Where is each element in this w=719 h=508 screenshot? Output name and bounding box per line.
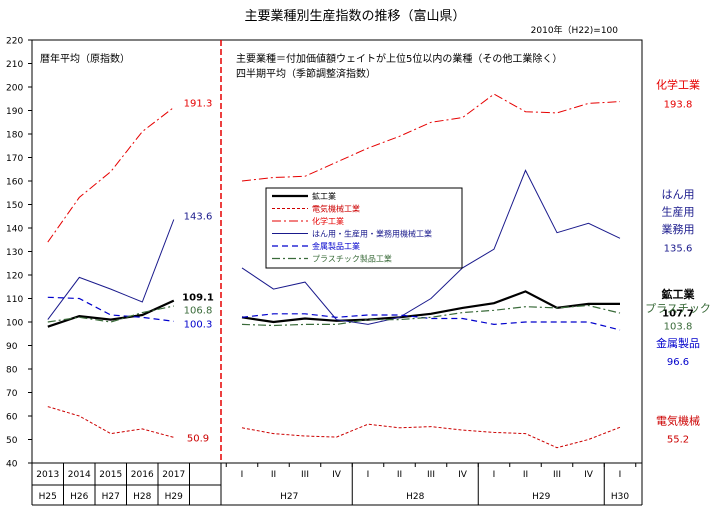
- x-category-label: 2016: [131, 470, 154, 480]
- x-year-label: H29: [532, 492, 550, 502]
- y-tick-label: 90: [6, 342, 18, 352]
- series-quarterly-line: [241, 93, 621, 182]
- y-tick-label: 80: [6, 366, 18, 376]
- right-series-label: 業務用: [662, 222, 695, 236]
- y-tick-label: 60: [6, 413, 18, 423]
- y-tick-label: 70: [6, 389, 18, 399]
- y-tick-label: 100: [6, 319, 23, 329]
- legend-label: プラスチック製品工業: [312, 254, 392, 264]
- legend-box: [265, 187, 463, 269]
- x-subcategory-label: H26: [70, 492, 88, 502]
- x-category-label: 2013: [36, 470, 59, 480]
- legend-label: 電気機械工業: [312, 204, 360, 214]
- series-annual-line: [47, 219, 175, 320]
- right-value-label: 193.8: [664, 99, 693, 110]
- y-tick-label: 120: [6, 272, 23, 282]
- right-panel-note-1: 主要業種＝付加価値額ウェイトが上位5位以内の業種（その他工業除く）: [236, 52, 562, 65]
- value-labels: 109.1 鉱工業 107.7 50.9 電気機械 55.2 191.3 化学工業 193.8 1…: [182, 78, 711, 446]
- series-quarterly-line: [241, 313, 621, 331]
- x-quarter-label: II: [523, 470, 528, 480]
- right-value-label: 55.2: [667, 434, 689, 445]
- x-quarter-label: II: [271, 470, 276, 480]
- series-annual-line: [47, 107, 175, 243]
- x-quarter-label: I: [241, 470, 244, 480]
- x-year-label: H28: [406, 492, 424, 502]
- annual-value-label: 143.6: [184, 211, 213, 222]
- x-quarter-label: I: [619, 470, 622, 480]
- right-value-label: 96.6: [667, 357, 689, 368]
- y-tick-label: 190: [6, 107, 23, 117]
- series-quarterly-line: [241, 423, 621, 449]
- y-tick-label: 150: [6, 201, 23, 211]
- legend-label: 化学工業: [312, 216, 344, 226]
- x-subcategory-label: H25: [39, 492, 57, 502]
- x-quarter-label: IV: [584, 470, 594, 480]
- x-category-label: 2017: [162, 470, 185, 480]
- series-quarterly-line: [241, 304, 621, 327]
- legend-label: 鉱工業: [312, 191, 336, 201]
- x-quarter-label: III: [427, 470, 435, 480]
- x-category-label: 2015: [99, 470, 122, 480]
- x-category-label: 2014: [68, 470, 91, 480]
- y-tick-label: 140: [6, 225, 23, 235]
- y-tick-label: 220: [6, 37, 23, 47]
- series-quarterly-line: [241, 169, 621, 325]
- y-axis: 40 50 60 70 80 90 100 110 120 130 140 150 160 170 180 1…: [6, 37, 32, 470]
- legend-items: 鉱工業電気機械工業化学工業はん用・生産用・業務用機械工業金属製品工業プラスチック…: [272, 191, 432, 264]
- x-subcategory-label: H27: [102, 492, 120, 502]
- x-subcategory-label: H28: [133, 492, 151, 502]
- series-quarterly-line: [241, 290, 620, 324]
- series-annual-line: [47, 305, 174, 323]
- right-series-label: 生産用: [662, 205, 695, 219]
- annual-value-label: 109.1: [182, 292, 214, 303]
- series-annual-line: [47, 299, 175, 328]
- x-quarter-label: IV: [458, 470, 468, 480]
- right-value-label: 103.8: [664, 322, 693, 333]
- right-series-label: 金属製品: [656, 336, 700, 350]
- y-tick-label: 170: [6, 154, 23, 164]
- x-year-label: H27: [280, 492, 298, 502]
- right-series-label: プラスチック: [645, 302, 711, 315]
- series-lines: [47, 93, 621, 449]
- x-year-label: H30: [611, 492, 629, 502]
- annual-value-label: 191.3: [184, 98, 213, 109]
- annual-value-label: 106.8: [184, 305, 213, 316]
- y-tick-label: 160: [6, 178, 23, 188]
- x-quarter-label: III: [553, 470, 561, 480]
- y-tick-label: 50: [6, 436, 18, 446]
- x-subcategory-label: H29: [165, 492, 183, 502]
- chart-title: 主要業種別生産指数の推移（富山県）: [244, 8, 465, 24]
- series-annual-line: [47, 406, 174, 438]
- x-quarter-label: IV: [332, 470, 342, 480]
- series-annual-line: [47, 296, 174, 322]
- y-tick-label: 200: [6, 84, 23, 94]
- legend-label: はん用・生産用・業務用機械工業: [312, 229, 432, 239]
- x-quarter-label: I: [493, 470, 496, 480]
- left-panel-note: 暦年平均（原指数）: [40, 52, 130, 65]
- y-tick-label: 110: [6, 295, 23, 305]
- y-tick-label: 40: [6, 460, 18, 470]
- y-tick-label: 210: [6, 60, 23, 70]
- x-quarter-label: II: [397, 470, 402, 480]
- legend-label: 金属製品工業: [312, 241, 360, 251]
- x-quarter-label: III: [301, 470, 309, 480]
- y-tick-label: 130: [6, 248, 23, 258]
- annual-value-label: 50.9: [187, 433, 209, 444]
- right-series-label: はん用: [662, 188, 695, 201]
- base-note: 2010年（H22)=100: [531, 24, 619, 36]
- right-series-label: 電気機械: [656, 414, 700, 428]
- right-series-label: 鉱工業: [662, 287, 696, 301]
- right-panel-note-2: 四半期平均（季節調整済指数）: [236, 67, 376, 80]
- right-value-label: 135.6: [664, 243, 693, 254]
- right-value-label: 107.7: [662, 309, 694, 320]
- right-series-label: 化学工業: [656, 78, 700, 92]
- y-tick-label: 180: [6, 131, 23, 141]
- x-quarter-label: I: [367, 470, 370, 480]
- annual-value-label: 100.3: [184, 319, 213, 330]
- legend: 鉱工業電気機械工業化学工業はん用・生産用・業務用機械工業金属製品工業プラスチック…: [265, 187, 463, 269]
